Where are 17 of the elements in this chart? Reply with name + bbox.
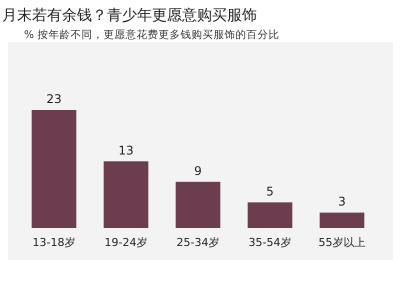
data-label: 5 — [266, 184, 274, 198]
x-tick-label: 25-34岁 — [176, 236, 220, 249]
data-label: 23 — [46, 92, 62, 106]
data-label: 9 — [194, 164, 202, 178]
x-tick-label: 55岁以上 — [318, 236, 366, 249]
x-tick-label: 35-54岁 — [248, 236, 292, 249]
bar — [176, 182, 220, 228]
x-tick-label: 13-18岁 — [32, 236, 76, 249]
bar — [248, 202, 292, 228]
bar — [104, 161, 148, 228]
data-label: 13 — [118, 143, 134, 158]
data-label: 3 — [338, 194, 346, 209]
x-tick-label: 19-24岁 — [104, 236, 148, 249]
chart-subtitle: % 按年龄不同，更愿意花费更多钱购买服饰的百分比 — [24, 28, 280, 41]
chart-title: 月末若有余钱？青少年更愿意购买服饰 — [2, 6, 257, 24]
bar — [320, 212, 364, 228]
bar — [32, 110, 76, 228]
